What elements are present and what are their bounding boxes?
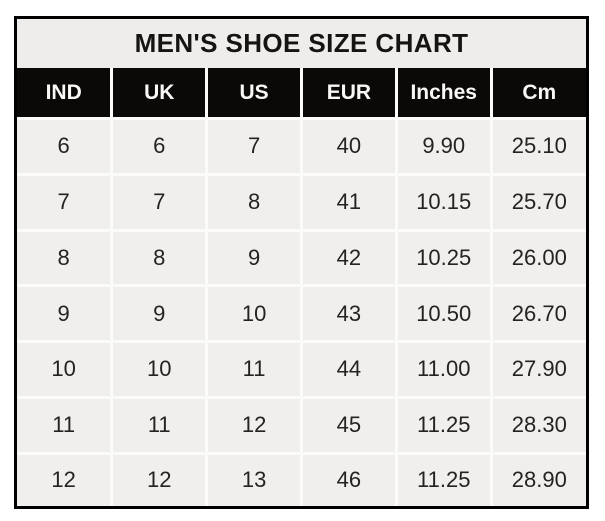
table-cell: 26.70 <box>489 284 586 342</box>
table-cell: 12 <box>110 451 207 506</box>
table-cell: 11 <box>17 395 112 454</box>
table-cell: 44 <box>299 340 397 398</box>
table-cell: 8 <box>205 172 302 231</box>
table-cell: 7 <box>110 172 207 231</box>
table-body: 6 6 7 40 9.90 25.10 7 7 8 41 10.15 25.70 8 8 9 42 10.25 2… <box>17 117 586 506</box>
table-cell: 6 <box>17 117 112 175</box>
table-row: 6 6 7 40 9.90 25.10 <box>17 117 586 175</box>
table-cell: 10.15 <box>394 172 492 231</box>
column-header-us: US <box>205 68 302 119</box>
table-cell: 12 <box>17 451 112 506</box>
size-chart-table: MEN'S SHOE SIZE CHART IND UK US EUR Inches Cm… <box>17 19 586 506</box>
table-row: 8 8 9 42 10.25 26.00 <box>17 228 586 286</box>
table-cell: 9 <box>205 228 302 286</box>
table-cell: 25.70 <box>489 172 586 231</box>
table-cell: 11.25 <box>394 395 492 454</box>
table-cell: 11 <box>205 340 302 398</box>
table-cell: 10 <box>110 340 207 398</box>
table-cell: 43 <box>299 284 397 342</box>
table-cell: 10 <box>205 284 302 342</box>
table-cell: 45 <box>299 395 397 454</box>
column-header-cm: Cm <box>489 68 586 119</box>
table-cell: 28.90 <box>489 451 586 506</box>
table-cell: 13 <box>205 451 302 506</box>
table-row: 10 10 11 44 11.00 27.90 <box>17 340 586 398</box>
table-cell: 11 <box>110 395 207 454</box>
table-row: 11 11 12 45 11.25 28.30 <box>17 395 586 454</box>
table-row: 9 9 10 43 10.50 26.70 <box>17 284 586 342</box>
table-cell: 7 <box>17 172 112 231</box>
column-header-uk: UK <box>110 68 207 119</box>
table-cell: 9.90 <box>394 117 492 175</box>
table-cell: 7 <box>205 117 302 175</box>
table-cell: 27.90 <box>489 340 586 398</box>
header-row: IND UK US EUR Inches Cm <box>17 68 586 119</box>
table-cell: 11.00 <box>394 340 492 398</box>
table-cell: 41 <box>299 172 397 231</box>
table-row: 12 12 13 46 11.25 28.90 <box>17 451 586 506</box>
table-cell: 10 <box>17 340 112 398</box>
table-cell: 9 <box>17 284 112 342</box>
table-cell: 6 <box>110 117 207 175</box>
table-head: MEN'S SHOE SIZE CHART IND UK US EUR Inches Cm <box>17 19 586 119</box>
table-cell: 25.10 <box>489 117 586 175</box>
table-cell: 10.25 <box>394 228 492 286</box>
table-cell: 46 <box>299 451 397 506</box>
column-header-ind: IND <box>17 68 112 119</box>
column-header-inches: Inches <box>394 68 492 119</box>
table-cell: 26.00 <box>489 228 586 286</box>
table-cell: 12 <box>205 395 302 454</box>
table-cell: 40 <box>299 117 397 175</box>
title-row: MEN'S SHOE SIZE CHART <box>17 19 586 68</box>
table-cell: 8 <box>17 228 112 286</box>
table-cell: 28.30 <box>489 395 586 454</box>
table-cell: 42 <box>299 228 397 286</box>
shoe-size-chart-frame: MEN'S SHOE SIZE CHART IND UK US EUR Inches Cm… <box>14 16 589 509</box>
table-cell: 10.50 <box>394 284 492 342</box>
column-header-eur: EUR <box>299 68 397 119</box>
table-cell: 9 <box>110 284 207 342</box>
table-cell: 11.25 <box>394 451 492 506</box>
table-row: 7 7 8 41 10.15 25.70 <box>17 172 586 231</box>
table-cell: 8 <box>110 228 207 286</box>
chart-title: MEN'S SHOE SIZE CHART <box>17 19 586 68</box>
